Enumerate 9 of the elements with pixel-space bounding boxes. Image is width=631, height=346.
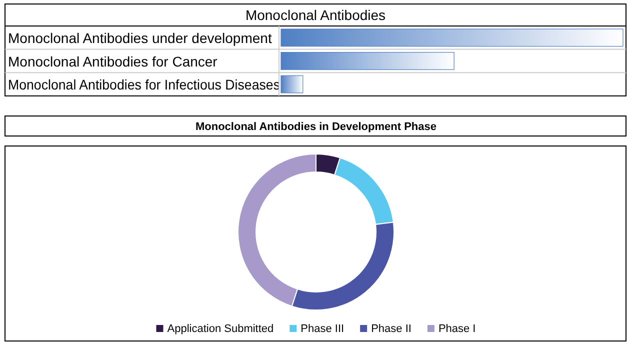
y-tick-label: Monoclonal Antibodies under development — [8, 30, 272, 46]
y-tick-label: Monoclonal Antibodies for Cancer — [8, 53, 218, 70]
legend-label: Phase II — [371, 323, 412, 335]
y-tick-label: Monoclonal Antibodies for Infectious Diseases — [8, 76, 294, 93]
legend-label: Application Submitted — [167, 323, 274, 335]
legend-label: Phase I — [438, 323, 476, 335]
legend-label: Phase III — [300, 323, 344, 335]
chart-title: Monoclonal Antibodies in Development Phase — [195, 121, 437, 133]
chart-title: Monoclonal Antibodies — [245, 7, 386, 23]
